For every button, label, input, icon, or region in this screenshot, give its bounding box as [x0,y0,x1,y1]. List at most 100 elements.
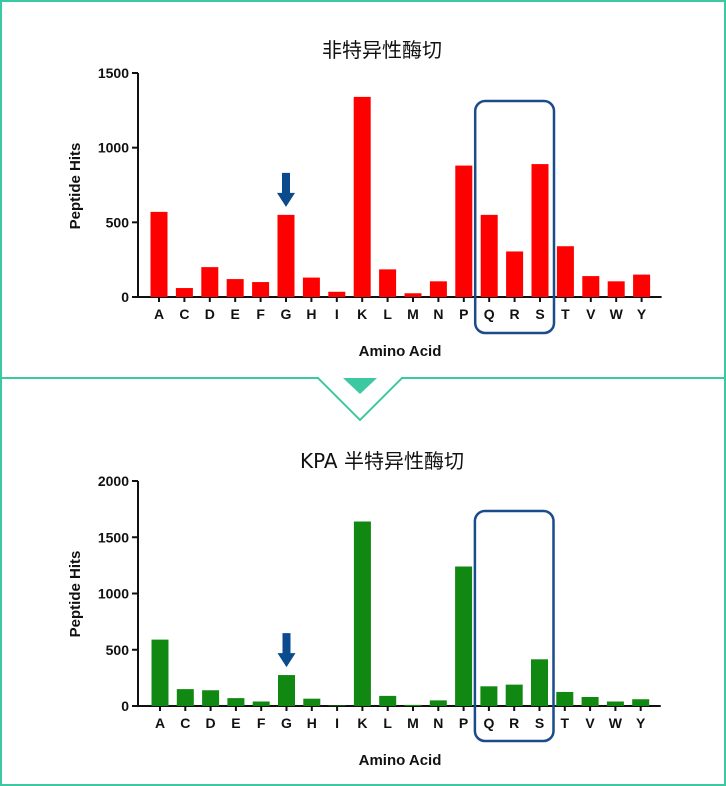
x-tick-label: T [561,306,570,322]
x-tick-label: G [281,715,292,731]
x-tick-label: V [586,306,596,322]
down-arrow-icon [277,172,295,207]
bar-M [404,704,422,706]
bar-T [556,691,574,706]
x-tick-label: T [561,715,570,731]
y-tick-label: 1000 [98,140,129,156]
highlight-box [473,99,556,335]
chart-title: 非特异性酶切 [322,38,442,62]
bar-V [581,697,599,706]
bar-H [302,277,320,297]
x-tick-label: M [407,715,419,731]
bar-I [328,705,346,706]
bar-E [226,279,244,297]
x-tick-label: N [433,715,443,731]
bar-W [606,701,624,706]
highlight-box [473,509,555,743]
x-tick-label: L [383,306,392,322]
x-axis-label: Amino Acid [359,343,442,360]
bar-N [429,281,447,297]
bar-A [150,211,168,297]
x-tick-label: W [610,306,624,322]
x-tick-label: S [535,715,544,731]
chart-non-specific: 非特异性酶切 Peptide Hits Amino Acid 0 500 1000 1… [67,38,662,360]
bar-K [353,96,371,297]
bar-A [151,639,169,706]
bar-H [303,698,321,706]
bar-D [201,267,219,297]
x-tick-label: H [307,715,317,731]
bar-K [353,521,371,706]
bar-T [556,246,574,297]
x-axis-label: Amino Acid [359,752,442,769]
x-tick-label: F [256,306,265,322]
x-tick-label: E [231,306,240,322]
bar-R [506,251,524,297]
x-tick-label: V [585,715,595,731]
x-tick-label: W [609,715,623,731]
bar-E [227,698,245,706]
bar-N [429,700,447,706]
x-tick-label: F [257,715,266,731]
y-tick-label: 1500 [98,65,129,81]
down-arrow-icon [277,633,296,668]
bar-C [175,288,193,297]
x-tick-label: Q [484,306,495,322]
bar-C [176,689,194,706]
x-tick-label: P [459,715,468,731]
divider-line [1,377,725,422]
x-tick-label: E [231,715,240,731]
y-axis-label: Peptide Hits [67,551,84,638]
bar-S [531,659,548,706]
divider-triangle-icon [343,378,377,394]
bar-D [202,690,220,706]
x-tick-label: D [206,715,216,731]
x-tick-label: A [154,306,164,322]
x-tick-label: C [180,715,190,731]
bar-V [582,276,600,297]
x-tick-label: C [179,306,189,322]
x-tick-label: Q [483,715,494,731]
y-tick-label: 0 [121,289,129,305]
chart-kpa-semi-specific: KPA 半特异性酶切 Peptide Hits Amino Acid 0 500 1… [67,449,661,769]
bar-Y [632,699,650,706]
x-tick-label: L [383,715,392,731]
x-tick-label: D [205,306,215,322]
bar-P [455,566,473,706]
x-tick-label: G [281,306,292,322]
y-tick-label: 0 [121,698,129,714]
x-tick-label: I [335,715,339,731]
bar-L [379,269,397,297]
x-tick-label: Y [637,306,647,322]
y-tick-label: 500 [106,214,130,230]
x-tick-label: P [459,306,468,322]
bar-Q [480,686,498,706]
bar-M [404,293,422,297]
bar-S [531,164,549,297]
x-tick-label: A [155,715,165,731]
x-tick-label: K [357,715,367,731]
bar-I [328,291,346,297]
x-tick-label: H [306,306,316,322]
bar-R [505,684,523,706]
x-tick-label: Y [636,715,646,731]
bar-F [252,701,270,706]
x-tick-label: K [357,306,367,322]
bar-G [277,214,295,297]
bar-G [278,675,295,706]
y-tick-label: 500 [106,642,130,658]
y-axis-label: Peptide Hits [67,143,84,230]
x-tick-label: N [433,306,443,322]
y-tick-label: 2000 [98,473,129,489]
x-tick-label: M [407,306,419,322]
bar-F [252,282,270,297]
x-tick-label: R [510,306,520,322]
chart-title: KPA 半特异性酶切 [300,449,464,473]
x-tick-label: R [509,715,519,731]
bar-P [455,165,473,297]
bar-Y [633,274,651,297]
bar-W [607,281,625,297]
x-tick-label: I [335,306,339,322]
